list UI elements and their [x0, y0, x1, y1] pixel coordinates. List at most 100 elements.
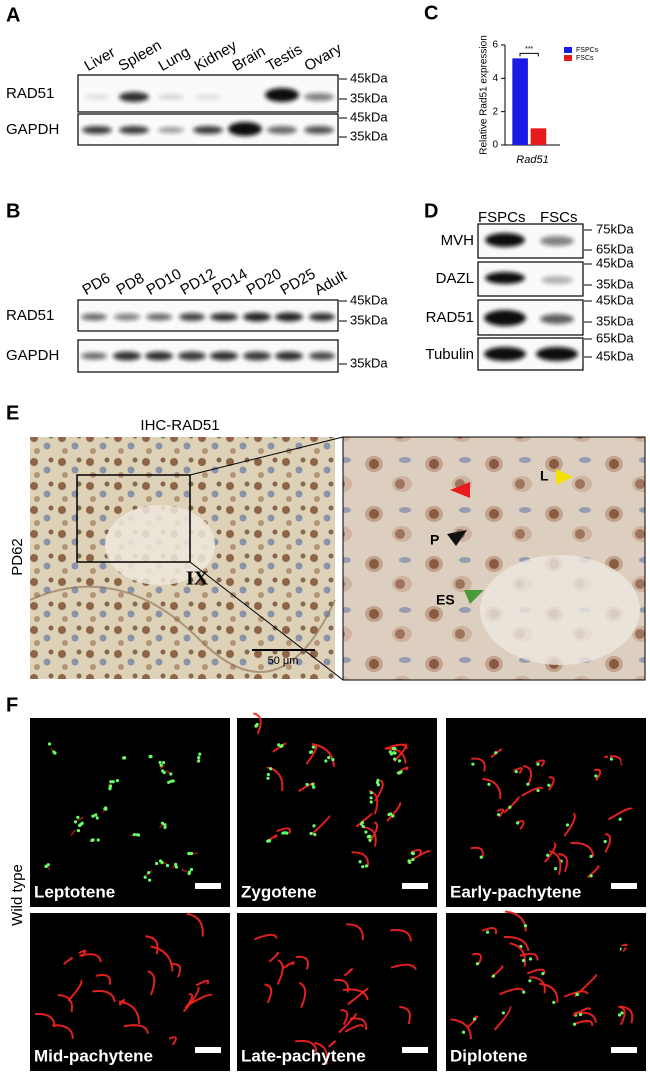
marker: 45kDa: [350, 70, 388, 85]
band: [243, 351, 271, 361]
x-tick-label: Rad51: [516, 154, 548, 166]
chromosome: [386, 801, 402, 822]
band: [82, 126, 112, 134]
focus: [541, 972, 545, 976]
focus: [514, 770, 518, 774]
y-axis-label: Relative Rad51 expression: [479, 35, 490, 155]
focus: [327, 755, 331, 760]
chromosome: [521, 786, 544, 797]
row-label: Wild type: [9, 864, 26, 926]
chromosome: [399, 1005, 411, 1025]
chromosome: [118, 1000, 141, 1024]
focus: [391, 814, 395, 818]
focus: [528, 957, 533, 961]
focus: [472, 1017, 477, 1021]
band: [84, 94, 110, 100]
chromosome: [503, 936, 530, 952]
chromosome: [328, 1040, 336, 1048]
focus: [158, 760, 162, 765]
band: [210, 313, 238, 321]
focus: [508, 805, 512, 809]
marker-tick: [339, 300, 347, 365]
focus: [174, 862, 178, 866]
chromosome: [63, 956, 73, 965]
focus: [609, 757, 613, 761]
focus: [324, 759, 328, 763]
focus: [308, 750, 313, 754]
focus: [135, 833, 139, 837]
scale-bar: [195, 883, 221, 889]
row-label: RAD51: [426, 309, 474, 326]
focus: [132, 833, 137, 837]
band: [228, 122, 262, 136]
chromosome: [351, 851, 370, 867]
focus: [197, 756, 201, 760]
chromosome: [344, 1024, 364, 1033]
panel-label: B: [6, 200, 20, 222]
focus: [198, 752, 202, 756]
chromosome: [526, 968, 546, 975]
focus: [594, 774, 598, 778]
chromosome: [298, 981, 307, 1009]
chromosome: [490, 748, 503, 759]
focus: [103, 807, 107, 811]
chromosome: [123, 1024, 150, 1034]
focus: [52, 750, 56, 754]
focus: [471, 762, 475, 766]
scale-bar: [402, 883, 428, 889]
chromosome: [310, 815, 331, 836]
focus: [163, 823, 167, 827]
band: [146, 313, 172, 321]
chromosome: [254, 933, 278, 941]
significance-bracket: [519, 52, 539, 57]
blot-box: [77, 74, 339, 113]
band: [145, 351, 173, 361]
focus: [546, 853, 550, 857]
focus: [187, 852, 191, 856]
focus: [115, 779, 120, 783]
marker: 45kDa: [596, 348, 634, 363]
chromosome: [268, 952, 280, 963]
chromosome: [168, 1036, 177, 1046]
focus: [76, 829, 81, 833]
band: [540, 236, 574, 246]
marker: 45kDa: [350, 109, 388, 124]
chromosome: [343, 968, 354, 977]
chromosome: [276, 827, 291, 834]
focus: [174, 865, 178, 869]
zoom-box: [76, 474, 191, 563]
lane-label: PD25: [277, 265, 318, 298]
lane-label: PD14: [209, 265, 250, 298]
row-label: DAZL: [436, 270, 474, 287]
stain-label: RAD51: [584, 917, 642, 937]
lumen: [480, 555, 640, 665]
band: [484, 310, 526, 326]
chromosome: [529, 976, 546, 994]
focus: [369, 800, 373, 804]
row-label: PD62: [9, 538, 26, 576]
focus: [161, 769, 165, 773]
chromosome: [558, 852, 569, 873]
focus: [109, 780, 113, 784]
band: [485, 233, 525, 247]
spreads-panel: Wild type Leptotene 5 μm Zygotene 5 μm Early…: [9, 712, 646, 1071]
legend-label: FSPCs: [576, 47, 599, 54]
chromosome: [503, 795, 520, 814]
band: [119, 92, 149, 102]
focus: [159, 763, 163, 767]
focus: [547, 783, 551, 787]
band: [113, 351, 141, 361]
focus: [479, 855, 483, 859]
chromosome: [481, 927, 498, 935]
focus: [617, 1013, 622, 1017]
stain-label: RAD51: [584, 722, 642, 742]
bar: [530, 128, 547, 145]
focus: [620, 1011, 624, 1015]
band: [195, 94, 221, 100]
marker: 65kDa: [596, 330, 634, 345]
focus: [309, 831, 313, 836]
focus: [73, 820, 78, 824]
chromosome: [406, 850, 432, 864]
chromosome: [539, 982, 559, 1003]
chromosome: [499, 987, 525, 996]
